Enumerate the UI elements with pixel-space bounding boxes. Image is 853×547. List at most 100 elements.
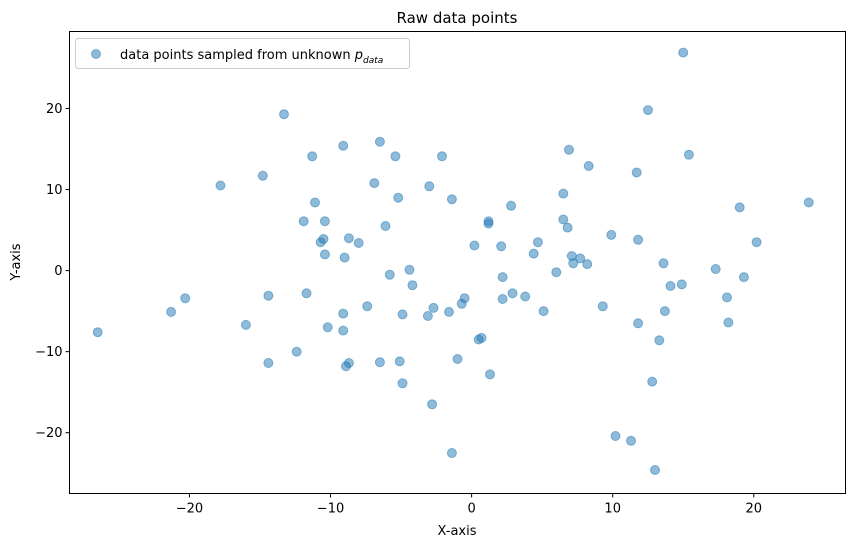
y-tick-label: 20 [46,102,63,117]
data-point [166,306,177,317]
data-point [318,234,329,244]
y-tick-label: −10 [35,345,62,360]
legend-label-subscript: data [363,56,383,66]
data-point [654,335,665,346]
data-point [483,216,494,227]
data-point [339,252,350,263]
data-point [606,229,617,240]
data-point [564,144,574,155]
data-point [362,301,373,312]
legend: data points sampled from unknown pdata [75,38,410,69]
data-point [678,47,689,58]
data-point [751,237,762,248]
data-point [390,151,401,162]
data-point [319,249,330,260]
x-tick-label: −10 [317,502,344,517]
x-axis-label: X-axis [438,524,477,539]
data-point [257,170,268,181]
data-point [497,294,508,304]
data-point [240,319,251,330]
data-point [647,376,658,387]
data-point [723,317,734,328]
x-axis-ticks: −20 −10 0 10 20 [176,493,763,517]
legend-marker [91,49,101,59]
plot-frame [69,31,846,494]
legend-box [75,38,410,69]
data-point [437,151,447,162]
data-point [393,192,404,203]
data-point [626,435,636,446]
data-point [683,149,694,160]
data-point [738,272,749,283]
data-point [633,318,644,329]
data-point [446,194,457,205]
data-point [374,136,385,147]
data-point [446,448,457,458]
data-point [394,356,405,367]
data-point [631,167,642,178]
data-point [374,357,385,368]
data-point [710,264,721,274]
data-point [380,221,391,231]
data-point [562,222,573,233]
y-axis-ticks: −20 −10 0 10 20 [35,102,70,441]
x-tick-label: 0 [467,502,475,517]
data-point [597,301,608,312]
data-point [215,180,226,191]
data-point [643,105,653,116]
y-tick-label: 10 [46,183,63,198]
data-point [319,216,330,227]
data-point [538,306,549,317]
data-point [722,292,732,303]
data-point [633,234,644,245]
data-point [497,272,508,283]
data-point [551,267,562,278]
data-point [665,281,676,291]
data-point [298,216,309,227]
data-point [343,358,354,368]
data-point [322,322,333,333]
data-point [610,431,621,441]
data-point [310,197,320,208]
data-point [427,399,438,410]
data-point [180,293,191,304]
data-point [263,290,274,301]
data-point [338,308,349,319]
legend-label-math: p [354,48,363,63]
data-point [291,346,302,357]
data-point [734,202,745,213]
data-point [343,233,354,244]
legend-label: data points sampled from unknown pdata [120,48,383,66]
legend-label-text: data points sampled from unknown [120,48,355,63]
data-point [485,369,495,380]
data-point [582,259,593,270]
data-point [407,280,418,291]
data-point [558,188,569,199]
data-point [558,214,569,225]
data-point [659,306,670,317]
data-point [92,327,103,338]
data-point [459,293,470,304]
data-point [583,161,594,171]
data-point [301,288,312,299]
data-point [803,197,814,208]
data-point [384,269,395,280]
data-point [676,279,687,290]
data-point [338,325,349,336]
data-point [452,354,463,364]
data-point [568,258,579,269]
data-point [532,237,543,248]
data-point [575,253,586,264]
x-tick-label: −20 [176,502,203,517]
data-point [469,240,480,251]
x-tick-label: 20 [746,502,763,517]
data-point [650,465,660,475]
data-point [338,140,349,151]
data-point [307,151,318,162]
x-tick-label: 10 [604,502,621,517]
data-point [353,238,364,248]
y-tick-label: −20 [35,426,62,441]
data-point [520,291,531,302]
data-point [397,309,408,320]
